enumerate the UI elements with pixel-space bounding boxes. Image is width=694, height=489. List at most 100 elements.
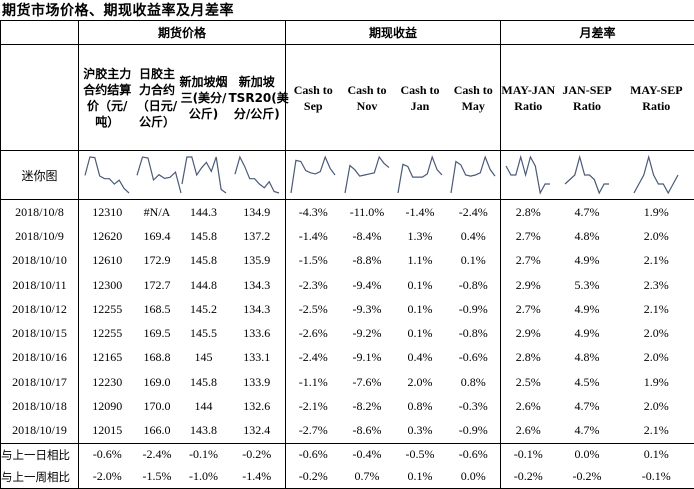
sparkline-line [565, 157, 609, 193]
sparkline-cell [394, 151, 447, 200]
comparison-value: 0.1% [394, 466, 447, 489]
comparison-value: -0.2% [556, 466, 619, 489]
comparison-row: 与上一周相比-2.0%-1.5%-1.0%-1.4%-0.2%0.7%0.1%0… [1, 466, 694, 489]
comparison-value: -2.0% [79, 466, 136, 489]
sparkline-line [451, 157, 495, 193]
column-header: Cash to Jan [394, 45, 447, 151]
value-cell: 166.0 [136, 419, 179, 444]
value-cell: 133.1 [229, 346, 286, 370]
sparkline-line [291, 157, 335, 193]
sparkline-line [235, 157, 279, 193]
value-cell: -11.0% [341, 200, 394, 225]
value-cell: 145.8 [179, 224, 229, 248]
value-cell: 2.9% [501, 273, 556, 297]
value-cell: 172.9 [136, 249, 179, 273]
value-cell: 5.3% [556, 273, 619, 297]
sparkline-cell [556, 151, 619, 200]
value-cell: 4.7% [556, 200, 619, 225]
comparison-value: -0.1% [179, 443, 229, 466]
value-cell: 12610 [79, 249, 136, 273]
value-cell: -2.1% [286, 394, 341, 418]
value-cell: 1.1% [394, 249, 447, 273]
value-cell: 144.3 [179, 200, 229, 225]
date-cell: 2018/10/9 [1, 224, 79, 248]
page-title: 期货市场价格、期现收益率及月差率 [2, 0, 234, 20]
value-cell: 4.5% [556, 370, 619, 394]
value-cell: -0.9% [447, 297, 501, 321]
value-cell: 2.0% [619, 394, 694, 418]
value-cell: -0.6% [447, 346, 501, 370]
value-cell: -2.4% [286, 346, 341, 370]
value-cell: 2.7% [501, 249, 556, 273]
date-cell: 2018/10/15 [1, 321, 79, 345]
sparkline-chart [505, 155, 551, 195]
value-cell: 0.1% [394, 321, 447, 345]
value-cell: -8.8% [341, 249, 394, 273]
value-cell: 145 [179, 346, 229, 370]
value-cell: 143.8 [179, 419, 229, 444]
comparison-value: -0.1% [501, 443, 556, 466]
sparkline-line [182, 157, 226, 193]
comparison-value: -1.4% [229, 466, 286, 489]
comparison-value: -0.6% [79, 443, 136, 466]
sparkline-line [506, 157, 550, 193]
sparkline-cell [136, 151, 179, 200]
sparkline-line [398, 157, 442, 193]
value-cell: 2.6% [501, 394, 556, 418]
value-cell: 12090 [79, 394, 136, 418]
corner-cell [1, 21, 79, 45]
value-cell: 145.8 [179, 249, 229, 273]
value-cell: 2.1% [619, 419, 694, 444]
value-cell: -0.8% [447, 273, 501, 297]
comparison-value: -0.2% [229, 443, 286, 466]
comparison-row: 与上一日相比-0.6%-2.4%-0.1%-0.2%-0.6%-0.4%-0.5… [1, 443, 694, 466]
value-cell: 2.0% [394, 370, 447, 394]
sparkline-chart [181, 155, 227, 195]
sparkline-cell [229, 151, 286, 200]
date-cell: 2018/10/8 [1, 200, 79, 225]
date-cell: 2018/10/10 [1, 249, 79, 273]
sparkline-line [634, 157, 678, 193]
value-cell: 4.9% [556, 249, 619, 273]
date-cell: 2018/10/17 [1, 370, 79, 394]
comparison-value: -1.5% [136, 466, 179, 489]
date-cell: 2018/10/11 [1, 273, 79, 297]
sparkline-chart [290, 155, 336, 195]
value-cell: 12310 [79, 200, 136, 225]
value-cell: 0.1% [394, 273, 447, 297]
sparkline-chart [564, 155, 610, 195]
sparkline-label: 迷你图 [1, 151, 79, 200]
sparkline-chart [344, 155, 390, 195]
value-cell: -2.3% [286, 273, 341, 297]
sparkline-cell [619, 151, 694, 200]
value-cell: 4.9% [556, 321, 619, 345]
value-cell: -9.4% [341, 273, 394, 297]
value-cell: 2.1% [619, 249, 694, 273]
value-cell: 2.3% [619, 273, 694, 297]
value-cell: 2.1% [619, 297, 694, 321]
comparison-value: 0.7% [341, 466, 394, 489]
value-cell: -9.2% [341, 321, 394, 345]
value-cell: 134.3 [229, 273, 286, 297]
sparkline-chart [633, 155, 679, 195]
value-cell: 4.8% [556, 346, 619, 370]
value-cell: -4.3% [286, 200, 341, 225]
value-cell: 133.6 [229, 321, 286, 345]
value-cell: -9.1% [341, 346, 394, 370]
group-header-cash: 期现收益 [286, 21, 501, 45]
value-cell: 12015 [79, 419, 136, 444]
column-header: JAN-SEP Ratio [556, 45, 619, 151]
comparison-label: 与上一周相比 [1, 466, 79, 489]
value-cell: 0.4% [447, 224, 501, 248]
comparison-value: 0.0% [556, 443, 619, 466]
value-cell: -7.6% [341, 370, 394, 394]
sparkline-cell [501, 151, 556, 200]
value-cell: 145.2 [179, 297, 229, 321]
sparkline-chart [450, 155, 496, 195]
